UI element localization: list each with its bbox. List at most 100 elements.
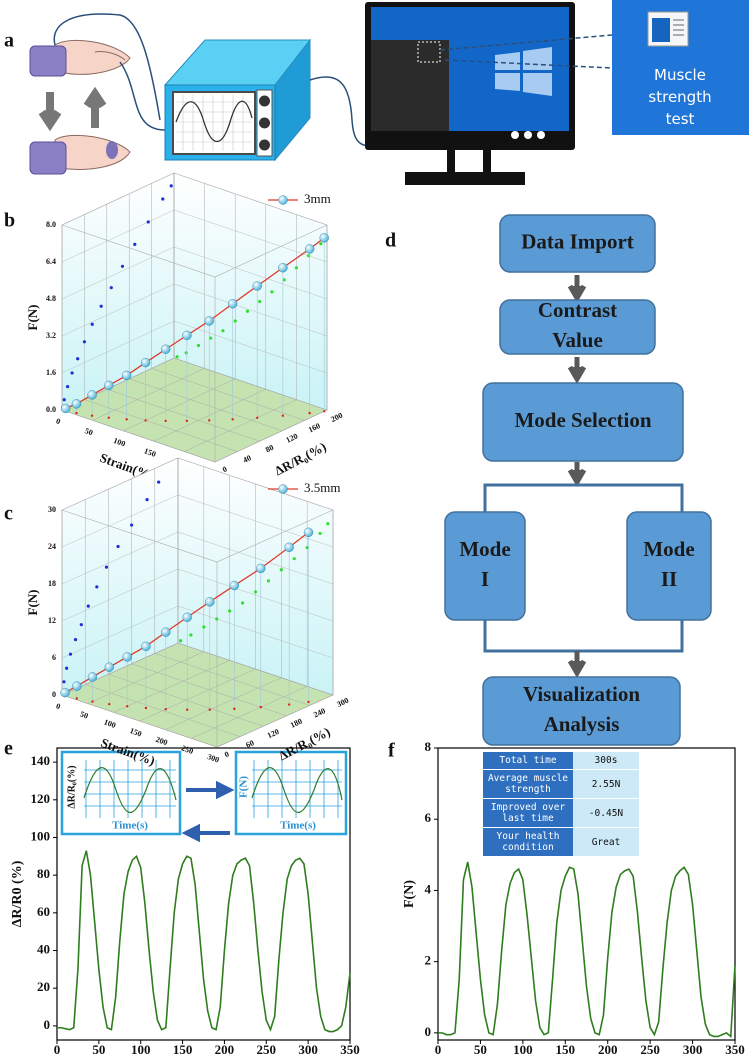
projection-point bbox=[86, 604, 90, 608]
projection-point bbox=[66, 384, 70, 389]
x-tick-label: 100 bbox=[112, 436, 126, 449]
grid-line bbox=[84, 499, 241, 737]
x-tick-label: 300 bbox=[298, 1042, 318, 1056]
projection-point bbox=[259, 705, 262, 709]
grid-line bbox=[177, 458, 334, 696]
grid-line bbox=[173, 173, 328, 411]
plot-frame bbox=[56, 747, 351, 1041]
projection-point bbox=[116, 544, 120, 549]
y-tick-label: 100 bbox=[31, 828, 51, 843]
table-cell: -0.45N bbox=[573, 799, 639, 827]
data-point bbox=[161, 627, 171, 637]
projection-point bbox=[104, 565, 109, 569]
projection-point bbox=[73, 638, 78, 642]
x-tick-label: 200 bbox=[598, 1042, 618, 1056]
projection-point bbox=[164, 708, 167, 711]
table-cell: Total time bbox=[483, 752, 573, 769]
projection-point bbox=[279, 568, 283, 572]
x-tick-label: 0 bbox=[55, 701, 62, 711]
projection-point bbox=[305, 545, 309, 550]
data-point bbox=[252, 281, 262, 291]
z-tick-label: 0.0 bbox=[46, 405, 56, 414]
projection-point bbox=[146, 220, 150, 224]
x-tick-label: 200 bbox=[154, 735, 168, 748]
y-tick-label: 40 bbox=[242, 453, 253, 465]
desktop-icon-label[interactable]: Muscle strength test bbox=[648, 66, 712, 128]
inset-diagram: ΔR/R₀(%) Time(s) F(N) Time(s) bbox=[60, 750, 348, 843]
inset-x-label: Time(s) bbox=[280, 820, 316, 832]
projection-point bbox=[245, 309, 250, 313]
projection-point bbox=[233, 707, 236, 711]
projection-point bbox=[326, 522, 330, 526]
flow-node-label: Mode bbox=[459, 537, 510, 561]
y-tick-label: 80 bbox=[37, 866, 50, 881]
projection-point bbox=[169, 184, 173, 188]
grid-line bbox=[131, 478, 287, 717]
data-point bbox=[104, 380, 114, 391]
x-tick-label: 0 bbox=[54, 1042, 61, 1056]
hands-illustration bbox=[29, 13, 166, 175]
data-point bbox=[71, 399, 82, 409]
table-cell: 300s bbox=[573, 752, 639, 769]
projection-point bbox=[144, 419, 147, 422]
x-tick-label: 150 bbox=[143, 446, 157, 459]
y-tick-label: 60 bbox=[37, 904, 50, 919]
flow-node bbox=[482, 676, 681, 746]
data-point bbox=[227, 299, 238, 309]
projection-point bbox=[75, 697, 79, 700]
projection-point bbox=[240, 601, 245, 605]
y-tick-label: 140 bbox=[31, 753, 51, 768]
data-point bbox=[284, 542, 294, 552]
y-tick-label: 300 bbox=[335, 696, 350, 709]
inset-y-label: F(N) bbox=[238, 776, 250, 798]
data-point bbox=[122, 652, 132, 662]
projection-point bbox=[133, 242, 137, 246]
flowchart: Data Import Contrast Value Mode Selection Mo… bbox=[444, 214, 712, 746]
projection-point bbox=[107, 416, 111, 419]
x-tick-label: 50 bbox=[79, 709, 90, 720]
projection-point bbox=[95, 585, 99, 589]
grid-line bbox=[154, 468, 310, 706]
z-tick-label: 12 bbox=[48, 616, 56, 625]
data-point bbox=[140, 357, 151, 368]
projection-point bbox=[91, 700, 94, 703]
x-tick-label: 250 bbox=[257, 1042, 277, 1056]
table-row: Average muscle strength 2.55N bbox=[483, 770, 639, 799]
y-axis-label: ΔR/R0 (%) bbox=[10, 860, 25, 927]
projection-point bbox=[208, 419, 211, 422]
y-tick-label: 2 bbox=[425, 953, 432, 968]
y-tick-label: 6 bbox=[425, 810, 432, 825]
x-tick-label: 100 bbox=[131, 1042, 151, 1056]
projection-point bbox=[215, 617, 219, 621]
projection-point bbox=[196, 343, 201, 348]
y-tick-label: 40 bbox=[37, 942, 50, 957]
projection-point bbox=[253, 590, 258, 594]
projection-point bbox=[130, 523, 134, 527]
projection-point bbox=[233, 319, 237, 323]
data-point bbox=[87, 672, 98, 682]
y-tick-label: 20 bbox=[37, 979, 50, 994]
projection-point bbox=[161, 197, 165, 201]
data-point bbox=[60, 687, 70, 698]
projection-point bbox=[90, 414, 94, 417]
data-point bbox=[303, 527, 314, 538]
data-point bbox=[60, 403, 71, 414]
projection-point bbox=[175, 355, 179, 359]
projection-point bbox=[76, 357, 80, 361]
table-cell: Your health condition bbox=[483, 828, 573, 856]
y-tick-label: 4 bbox=[425, 881, 432, 896]
projection-point bbox=[221, 329, 225, 333]
projection-point bbox=[323, 410, 326, 413]
projection-point bbox=[178, 639, 183, 643]
data-point bbox=[182, 612, 192, 622]
flow-node-label: Contrast bbox=[538, 298, 617, 322]
panel-label: e bbox=[4, 738, 13, 760]
inset-y-label: ΔR/R₀(%) bbox=[66, 765, 77, 808]
z-tick-label: 8.0 bbox=[46, 220, 56, 229]
x-tick-label: 300 bbox=[683, 1042, 703, 1056]
data-point bbox=[204, 316, 214, 326]
projection-point bbox=[256, 416, 259, 419]
z-tick-label: 1.6 bbox=[46, 368, 56, 377]
z-tick-label: 30 bbox=[48, 505, 56, 514]
